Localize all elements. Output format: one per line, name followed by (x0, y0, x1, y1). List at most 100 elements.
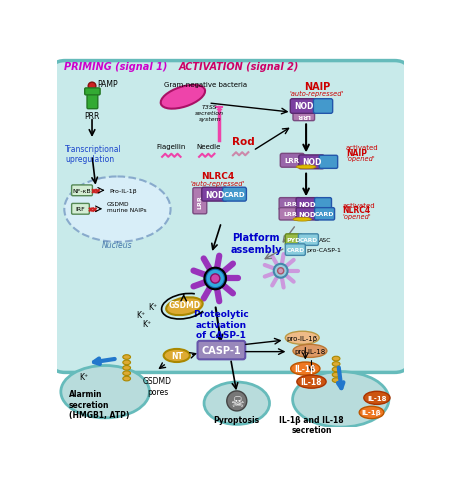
Text: Gram-negative bacteria: Gram-negative bacteria (164, 82, 247, 88)
Text: activated: activated (342, 203, 375, 208)
Ellipse shape (291, 362, 320, 375)
Text: LRR: LRR (283, 202, 297, 207)
Text: PRIMING (signal 1): PRIMING (signal 1) (63, 62, 167, 72)
Text: ☠: ☠ (230, 395, 243, 409)
Text: PRR: PRR (85, 111, 100, 120)
Text: NAIP: NAIP (346, 148, 367, 157)
FancyBboxPatch shape (279, 198, 301, 211)
FancyBboxPatch shape (223, 188, 247, 202)
Ellipse shape (166, 298, 203, 315)
Text: Rod: Rod (232, 137, 255, 147)
Circle shape (88, 83, 96, 91)
FancyBboxPatch shape (72, 204, 90, 215)
Text: NLRC4: NLRC4 (201, 172, 234, 181)
Circle shape (211, 274, 220, 284)
FancyBboxPatch shape (315, 208, 335, 220)
Circle shape (274, 264, 288, 278)
Ellipse shape (297, 375, 326, 388)
Text: NOD: NOD (294, 102, 314, 111)
Ellipse shape (164, 349, 190, 362)
FancyBboxPatch shape (313, 99, 333, 114)
FancyBboxPatch shape (279, 208, 301, 220)
Ellipse shape (64, 177, 171, 242)
Text: CARD: CARD (315, 212, 334, 217)
FancyBboxPatch shape (72, 186, 92, 196)
Text: LRR: LRR (283, 212, 297, 217)
FancyBboxPatch shape (319, 156, 338, 169)
Text: CARD: CARD (224, 192, 245, 198)
FancyBboxPatch shape (198, 341, 245, 360)
Text: Transcriptional
upregulation: Transcriptional upregulation (65, 144, 122, 164)
FancyBboxPatch shape (296, 198, 319, 211)
Ellipse shape (332, 362, 340, 367)
Text: pro-CASP-1: pro-CASP-1 (306, 248, 341, 252)
Text: GSDMD
pores: GSDMD pores (143, 376, 172, 396)
Text: Platform
assembly: Platform assembly (230, 233, 282, 254)
Text: NT: NT (171, 351, 183, 360)
Text: 'opened': 'opened' (342, 213, 371, 219)
FancyBboxPatch shape (85, 89, 100, 96)
Text: CASP-1: CASP-1 (202, 346, 241, 355)
Text: IRF: IRF (76, 207, 86, 212)
Ellipse shape (293, 218, 311, 222)
Text: 'auto-repressed': 'auto-repressed' (190, 180, 245, 186)
Text: NOD: NOD (302, 158, 321, 167)
Text: K⁺: K⁺ (148, 303, 158, 312)
Ellipse shape (332, 378, 340, 383)
Ellipse shape (123, 371, 130, 376)
FancyBboxPatch shape (315, 198, 332, 211)
Text: pro-IL-18: pro-IL-18 (294, 348, 325, 354)
Text: NOD: NOD (205, 190, 224, 199)
Text: IL-18: IL-18 (367, 395, 387, 401)
Text: IL-18: IL-18 (301, 377, 322, 386)
Text: GSDMD
murine NAIPs: GSDMD murine NAIPs (107, 202, 146, 213)
Circle shape (278, 268, 284, 274)
Ellipse shape (204, 382, 270, 424)
Text: IL-1β: IL-1β (362, 409, 382, 416)
Text: K⁺: K⁺ (137, 311, 146, 319)
Text: K⁺: K⁺ (142, 320, 151, 328)
Ellipse shape (332, 357, 340, 361)
Ellipse shape (364, 392, 390, 405)
Ellipse shape (285, 332, 319, 345)
Text: ACTIVATION (signal 2): ACTIVATION (signal 2) (179, 62, 299, 72)
Text: Pro-IL-1β: Pro-IL-1β (109, 189, 137, 193)
Text: NOD: NOD (299, 202, 316, 207)
Text: CARD: CARD (299, 238, 317, 242)
FancyBboxPatch shape (193, 188, 207, 215)
Text: Proteolytic
activation
of CASP-1: Proteolytic activation of CASP-1 (194, 310, 249, 339)
FancyBboxPatch shape (280, 154, 304, 168)
Ellipse shape (332, 367, 340, 372)
FancyBboxPatch shape (296, 208, 319, 220)
Text: NOD: NOD (299, 211, 316, 217)
Ellipse shape (292, 372, 389, 427)
Ellipse shape (123, 355, 130, 360)
Text: LRR: LRR (285, 158, 300, 164)
Text: IL-1β: IL-1β (294, 364, 316, 373)
FancyBboxPatch shape (87, 90, 98, 109)
Circle shape (227, 391, 247, 411)
Ellipse shape (123, 376, 130, 381)
Ellipse shape (359, 407, 384, 419)
FancyBboxPatch shape (50, 61, 410, 372)
FancyBboxPatch shape (299, 156, 324, 169)
Text: K⁺: K⁺ (79, 372, 88, 381)
Text: Flagellin: Flagellin (157, 144, 186, 149)
FancyBboxPatch shape (290, 99, 317, 114)
Ellipse shape (296, 166, 316, 169)
Text: LRR: LRR (297, 113, 310, 118)
Text: Nucleus: Nucleus (102, 240, 133, 250)
FancyBboxPatch shape (298, 234, 319, 246)
Text: activated: activated (346, 145, 379, 151)
Text: CARD: CARD (286, 248, 304, 252)
Text: Needle: Needle (196, 144, 220, 149)
FancyBboxPatch shape (202, 188, 227, 202)
Ellipse shape (161, 86, 205, 109)
FancyBboxPatch shape (285, 244, 305, 256)
Text: NAIP: NAIP (304, 82, 330, 92)
Text: 'opened': 'opened' (346, 156, 375, 162)
Text: PAMP: PAMP (97, 80, 118, 89)
Text: NLRC4: NLRC4 (342, 206, 370, 215)
Text: pro-IL-1β: pro-IL-1β (287, 335, 318, 341)
FancyBboxPatch shape (293, 110, 315, 121)
